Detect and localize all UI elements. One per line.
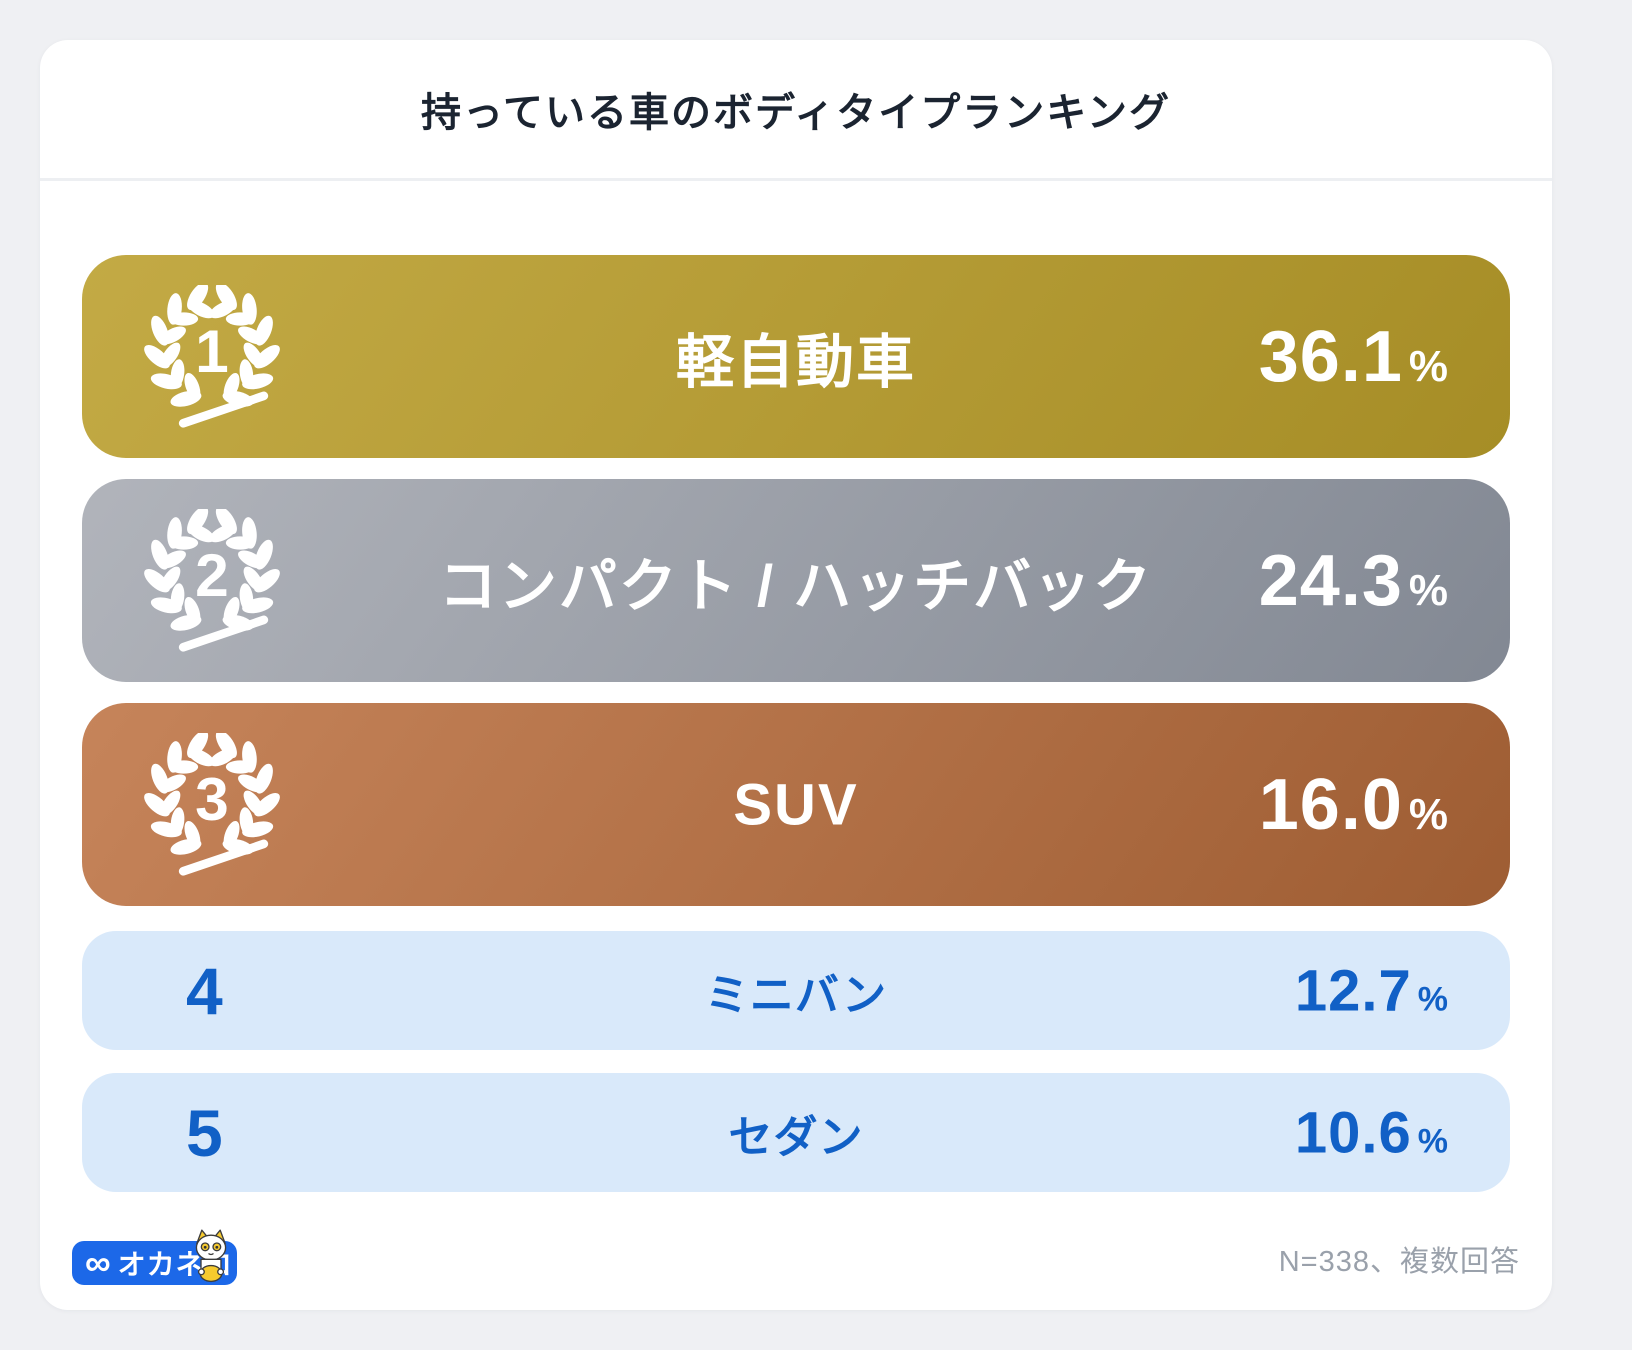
ranking-card: 持っている車のボディタイプランキング 1 1 軽自動車 36.1% 2 2 コン… — [40, 40, 1552, 1310]
category-label: 軽自動車 — [675, 329, 917, 395]
divider — [40, 178, 1552, 181]
value-number: 24.3 — [1258, 540, 1403, 621]
svg-text:2: 2 — [195, 541, 229, 609]
ranking-bar: 5 セダン 10.6% — [82, 1073, 1510, 1192]
percent-sign: % — [1417, 980, 1448, 1018]
okaneko-logo: ∞ オカネコ — [72, 1229, 237, 1285]
svg-text:3: 3 — [195, 765, 229, 833]
ranking-list: 1 1 軽自動車 36.1% 2 2 コンパクト / ハッチバック 24.3% … — [40, 181, 1552, 1192]
rank-number: 5 — [186, 1095, 223, 1170]
ranking-bar: 4 ミニバン 12.7% — [82, 931, 1510, 1050]
percentage-value: 36.1% — [1259, 316, 1448, 398]
header: 持っている車のボディタイプランキング — [40, 40, 1552, 178]
percent-sign: % — [1408, 789, 1448, 839]
page-title: 持っている車のボディタイプランキング — [421, 91, 1171, 135]
laurel-wreath-icon: 1 — [140, 284, 284, 429]
category-label: SUV — [733, 772, 859, 837]
ranking-bar: 3 3 SUV 16.0% — [82, 703, 1510, 906]
infinity-logo-icon: ∞ — [85, 1242, 111, 1283]
percent-sign: % — [1408, 565, 1448, 615]
percentage-value: 16.0% — [1259, 764, 1448, 846]
category-label: ミニバン — [704, 970, 888, 1020]
percentage-value: 10.6% — [1295, 1099, 1448, 1166]
category-label: セダン — [728, 1112, 864, 1162]
percentage-value: 12.7% — [1295, 957, 1448, 1024]
percent-sign: % — [1417, 1122, 1448, 1160]
ranking-bar: 1 1 軽自動車 36.1% — [82, 255, 1510, 458]
sample-note: N=338、複数回答 — [1278, 1246, 1520, 1278]
value-number: 10.6 — [1294, 1100, 1412, 1165]
svg-text:1: 1 — [195, 317, 229, 385]
rank-number: 4 — [186, 953, 223, 1028]
ranking-bar: 2 2 コンパクト / ハッチバック 24.3% — [82, 479, 1510, 682]
value-number: 16.0 — [1258, 764, 1403, 845]
value-number: 12.7 — [1294, 958, 1412, 1023]
percent-sign: % — [1408, 341, 1448, 391]
value-number: 36.1 — [1258, 316, 1403, 397]
laurel-wreath-icon: 2 — [140, 508, 284, 653]
category-label: コンパクト / ハッチバック — [438, 553, 1154, 619]
percentage-value: 24.3% — [1259, 540, 1448, 622]
cat-mascot-icon — [195, 1229, 227, 1283]
laurel-wreath-icon: 3 — [140, 732, 284, 877]
